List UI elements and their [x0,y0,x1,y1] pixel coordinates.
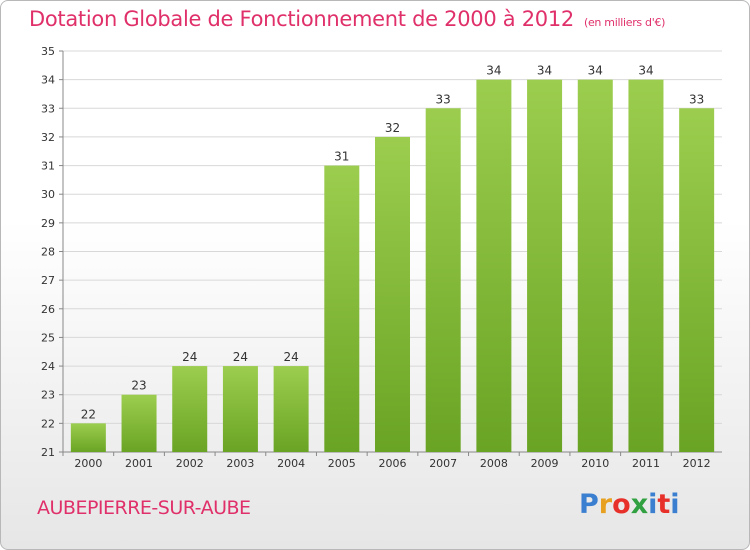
bar [628,79,664,453]
proxiti-logo[interactable]: Proxiti [579,489,680,520]
logo-letter: t [657,489,671,520]
logo-letter: i [670,489,680,520]
bar-value-label: 34 [486,64,501,78]
bar-value-label: 31 [334,150,349,164]
x-tick-label: 2001 [125,457,153,470]
x-tick-label: 2006 [379,457,407,470]
bar-value-label: 22 [81,407,96,421]
y-tick-label: 22 [41,417,55,430]
bar-value-label: 34 [537,64,552,78]
bar [679,108,715,453]
x-tick-label: 2005 [328,457,356,470]
bar-value-label: 34 [638,64,653,78]
bar-value-label: 24 [283,350,298,364]
bar-value-label: 24 [182,350,197,364]
bar-value-label: 33 [689,92,704,106]
y-tick-label: 33 [41,102,55,115]
y-tick-label: 26 [41,303,55,316]
bar [172,366,208,452]
x-tick-label: 2010 [581,457,609,470]
y-tick-label: 25 [41,331,55,344]
x-tick-label: 2009 [531,457,559,470]
y-tick-label: 23 [41,389,55,402]
x-tick-label: 2002 [176,457,204,470]
label-layer: 22 23 24 24 24 31 32 33 34 34 34 34 33 [81,64,705,422]
y-tick-label: 27 [41,274,55,287]
bar [70,423,106,452]
y-tick-label: 28 [41,246,55,259]
logo-letter: r [598,489,613,520]
bar-value-label: 23 [131,379,146,393]
bar [425,108,461,453]
bar-layer [70,79,715,453]
bar [121,394,157,452]
bar-value-label: 24 [233,350,248,364]
bar [577,79,613,453]
logo-letter: x [630,489,649,520]
chart-unit: (en milliers d'€) [583,16,666,29]
y-tick-label: 24 [41,360,55,373]
chart-title: Dotation Globale de Fonctionnement de 20… [29,7,665,31]
y-tick-label: 29 [41,217,55,230]
x-tick-label: 2003 [226,457,254,470]
bar [375,136,410,452]
y-tick-label: 35 [41,45,55,58]
chart-title-text: Dotation Globale de Fonctionnement de 20… [29,7,574,31]
x-tick-label: 2000 [74,457,102,470]
bar-value-label: 32 [385,121,400,135]
x-tick-label: 2008 [480,457,508,470]
y-tick-label: 32 [41,131,55,144]
bar [527,79,563,453]
logo-letter: o [612,489,631,520]
bar-value-label: 34 [588,64,603,78]
y-tick-label: 30 [41,188,55,201]
y-tick-label: 34 [41,74,55,87]
y-tick-label: 31 [41,160,55,173]
bar-value-label: 33 [436,92,451,106]
bar [324,165,360,453]
x-tick-label: 2012 [683,457,711,470]
y-tick-label: 21 [41,446,55,459]
logo-letter: i [648,489,658,520]
logo-letter: P [579,489,599,520]
bar [476,79,512,453]
x-tick-label: 2007 [429,457,457,470]
bar [222,366,258,452]
x-tick-label: 2004 [277,457,305,470]
bar [273,366,309,452]
commune-name: AUBEPIERRE-SUR-AUBE [37,497,251,519]
x-tick-label: 2011 [632,457,660,470]
